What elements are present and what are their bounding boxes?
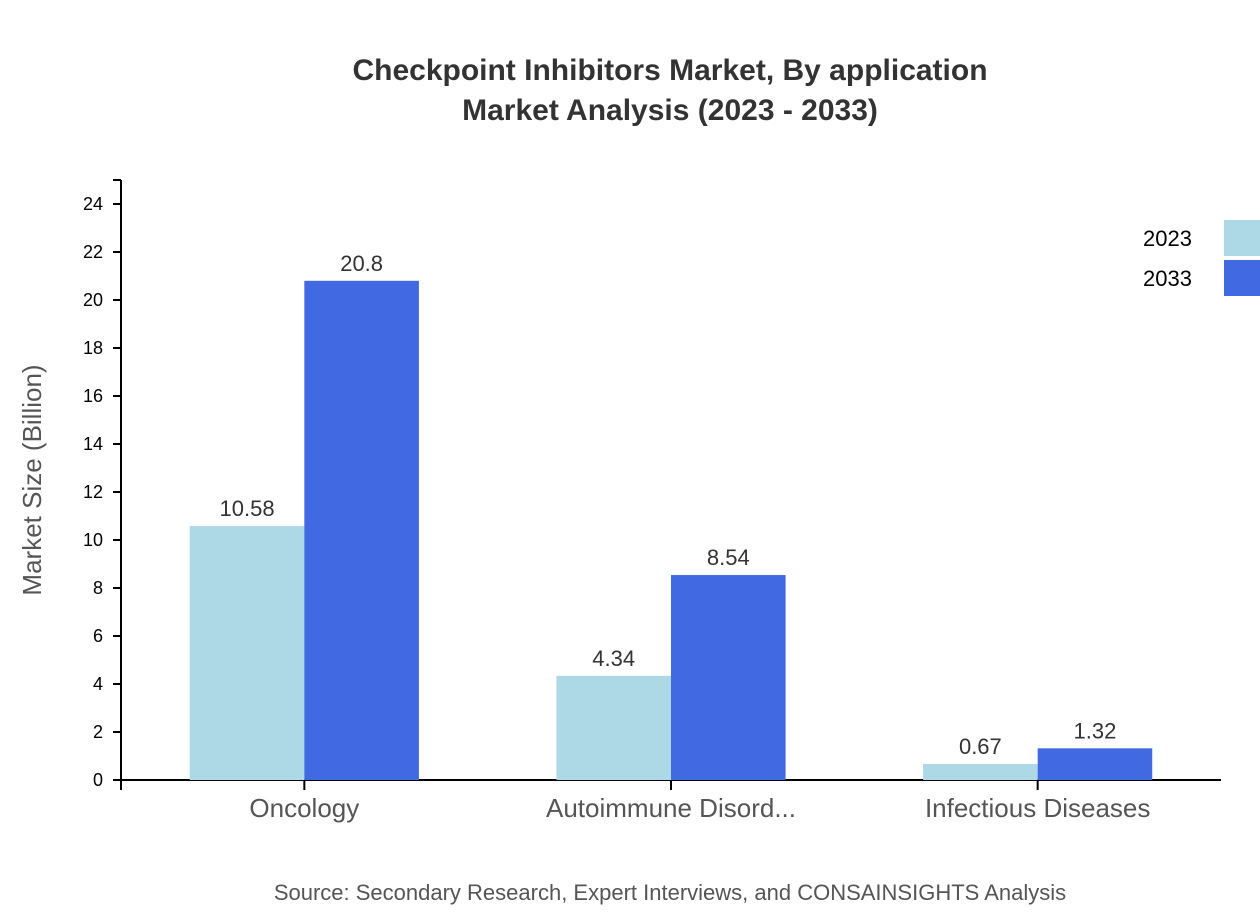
legend-label: 2023 [1143,226,1192,251]
x-category-label: Autoimmune Disord... [546,793,796,823]
y-tick-label: 20 [83,290,103,310]
chart-title-line-1: Checkpoint Inhibitors Market, By applica… [352,54,987,87]
source-note: Source: Secondary Research, Expert Inter… [274,880,1066,905]
x-category-label: Oncology [249,793,359,823]
x-category-label: Infectious Diseases [925,793,1150,823]
data-label: 8.54 [707,545,750,570]
data-label: 20.8 [340,251,383,276]
bar-2023 [556,675,671,780]
y-tick-label: 18 [83,338,103,358]
y-tick-label: 10 [83,530,103,550]
y-tick-label: 0 [93,770,103,790]
y-tick-label: 22 [83,242,103,262]
data-label: 10.58 [220,496,275,521]
bar-2023 [923,763,1038,780]
y-tick-label: 24 [83,194,103,214]
bar-2033 [1037,748,1153,780]
data-label: 0.67 [959,734,1002,759]
y-axis-label: Market Size (Billion) [17,364,47,595]
data-label: 1.32 [1074,718,1117,743]
y-tick-label: 12 [83,482,103,502]
legend-swatch-2023 [1224,220,1260,256]
data-label: 4.34 [592,646,635,671]
legend-swatch-2033 [1224,260,1260,296]
y-tick-label: 14 [83,434,103,454]
y-tick-label: 6 [93,626,103,646]
bar-2023 [189,526,305,780]
bar-2033 [671,575,786,780]
y-tick-label: 2 [93,722,103,742]
y-tick-label: 4 [93,674,103,694]
legend-label: 2033 [1143,266,1192,291]
bar-2033 [304,280,419,780]
y-tick-label: 8 [93,578,103,598]
chart-title-line-2: Market Analysis (2023 - 2033) [462,94,878,127]
y-tick-label: 16 [83,386,103,406]
